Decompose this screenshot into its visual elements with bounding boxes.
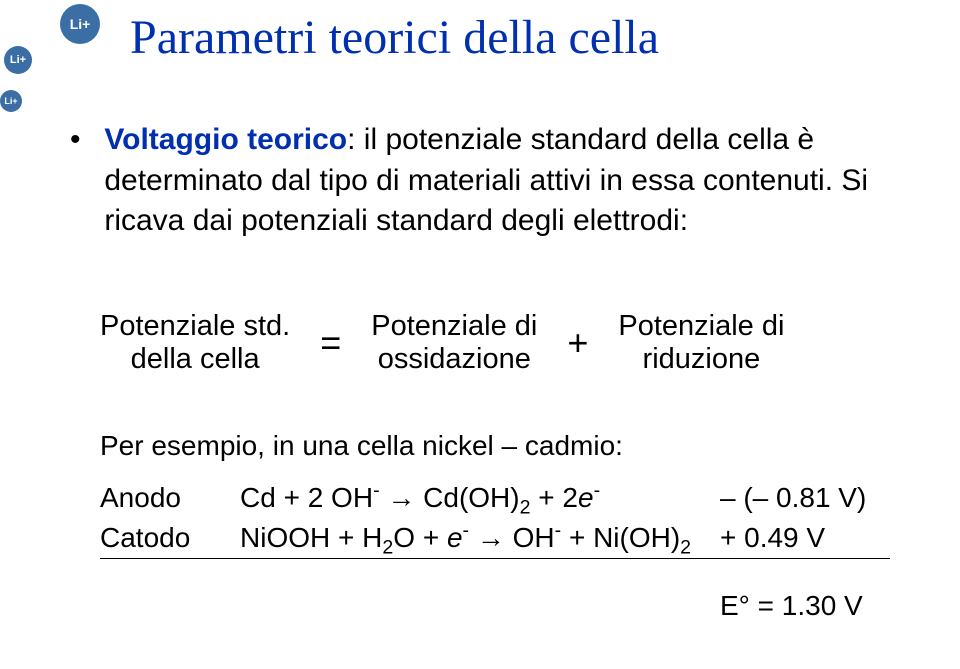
table-row: Catodo NiOOH + H2O + e- → OH- + Ni(OH)2 …	[100, 518, 890, 559]
reaction-table: Anodo Cd + 2 OH- → Cd(OH)2 + 2e- – (– 0.…	[100, 478, 890, 559]
electrode-label: Anodo	[100, 478, 240, 518]
eq-term-3-line-1: Potenziale di	[618, 310, 784, 343]
bullet-glyph: •	[70, 120, 96, 161]
reaction-equation: Cd + 2 OH- → Cd(OH)2 + 2e-	[240, 478, 720, 518]
electrode-label: Catodo	[100, 518, 240, 559]
lithium-icon: Li+	[0, 90, 22, 112]
eq-term-3: Potenziale di riduzione	[618, 310, 784, 377]
eq-term-1-line-1: Potenziale std.	[100, 310, 290, 343]
lithium-icon: Li+	[4, 46, 32, 74]
eq-term-3-line-2: riduzione	[618, 343, 784, 376]
eq-term-1-line-2: della cella	[100, 343, 290, 376]
table-row: Anodo Cd + 2 OH- → Cd(OH)2 + 2e- – (– 0.…	[100, 478, 890, 518]
eq-equals: =	[320, 322, 341, 364]
eq-term-2: Potenziale di ossidazione	[371, 310, 537, 377]
reaction-potential: + 0.49 V	[720, 518, 890, 559]
equation-row: Potenziale std. della cella = Potenziale…	[100, 310, 784, 377]
reaction-equation: NiOOH + H2O + e- → OH- + Ni(OH)2	[240, 518, 720, 559]
lead-bold: Voltaggio teorico	[104, 123, 347, 156]
table-rule	[100, 559, 890, 560]
eq-term-1: Potenziale std. della cella	[100, 310, 290, 377]
eq-term-2-line-2: ossidazione	[371, 343, 537, 376]
slide-title: Parametri teorici della cella	[130, 10, 659, 65]
eq-term-2-line-1: Potenziale di	[371, 310, 537, 343]
lithium-icon: Li+	[60, 4, 100, 44]
reaction-potential: – (– 0.81 V)	[720, 478, 890, 518]
example-intro: Per esempio, in una cella nickel – cadmi…	[100, 430, 623, 462]
e-cell-result: E° = 1.30 V	[720, 590, 863, 622]
body-text: • Voltaggio teorico: il potenziale stand…	[70, 120, 900, 242]
eq-plus: +	[567, 322, 588, 364]
